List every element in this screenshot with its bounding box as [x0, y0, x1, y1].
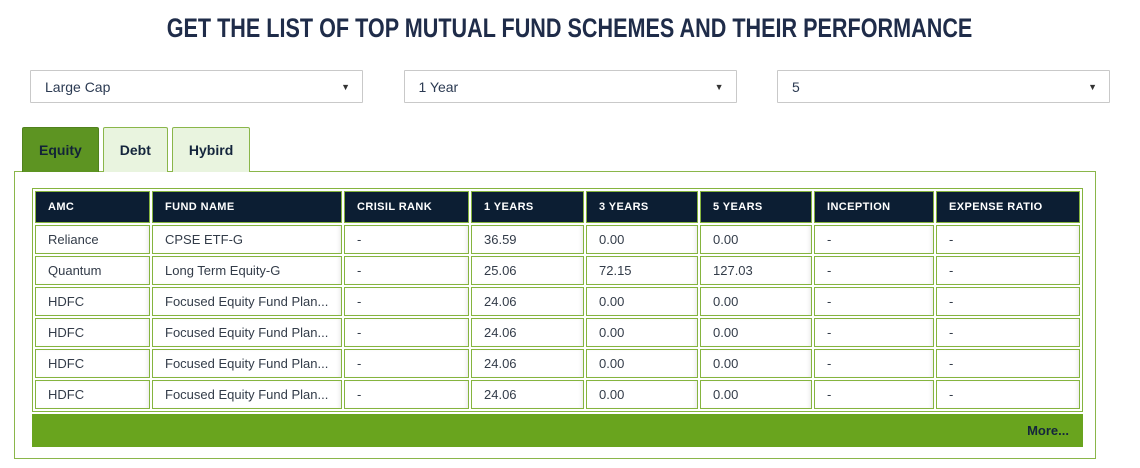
column-header: 5 YEARS — [700, 191, 812, 223]
table-row: HDFC Focused Equity Fund Plan... -24.06 0.0… — [35, 349, 1080, 378]
tab-equity[interactable]: Equity — [22, 127, 99, 172]
table-cell: 24.06 — [471, 380, 584, 409]
table-cell: 72.15 — [586, 256, 698, 285]
table-row: HDFC Focused Equity Fund Plan... -24.06 0.0… — [35, 287, 1080, 316]
table-cell: - — [344, 349, 469, 378]
table-cell: 25.06 — [471, 256, 584, 285]
chevron-down-icon: ▼ — [714, 81, 724, 92]
table-cell: - — [344, 287, 469, 316]
category-dropdown-value: Large Cap — [45, 78, 111, 95]
table-cell: HDFC — [35, 318, 150, 347]
table-cell: HDFC — [35, 349, 150, 378]
table-cell: 0.00 — [586, 287, 698, 316]
chevron-down-icon: ▼ — [341, 81, 350, 92]
fund-table: AMC FUND NAME CRISIL RANK 1 YEARS 3 YEARS 5 Y… — [32, 188, 1083, 412]
table-cell: Focused Equity Fund Plan... — [152, 349, 342, 378]
table-row: Quantum Long Term Equity-G -25.06 72.15 127.… — [35, 256, 1080, 285]
column-header: INCEPTION — [814, 191, 934, 223]
table-cell: 0.00 — [700, 380, 812, 409]
tab-debt[interactable]: Debt — [102, 127, 168, 172]
column-header: FUND NAME — [152, 191, 342, 223]
table-cell: HDFC — [35, 287, 150, 316]
table-cell: - — [814, 256, 934, 285]
table-cell: - — [344, 225, 469, 254]
table-cell: CPSE ETF-G — [152, 225, 342, 254]
table-cell: 0.00 — [700, 349, 812, 378]
table-cell: - — [814, 318, 934, 347]
fund-table-panel: AMC FUND NAME CRISIL RANK 1 YEARS 3 YEARS 5 Y… — [14, 171, 1096, 459]
table-row: Reliance CPSE ETF-G -36.59 0.00 0.00- - — [35, 225, 1080, 254]
table-cell: 0.00 — [586, 318, 698, 347]
count-dropdown-value: 5 — [792, 78, 800, 95]
more-link[interactable]: More... — [1027, 423, 1069, 438]
table-cell: - — [936, 287, 1080, 316]
table-cell: Focused Equity Fund Plan... — [152, 287, 342, 316]
table-cell: 24.06 — [471, 318, 584, 347]
table-cell: HDFC — [35, 380, 150, 409]
table-cell: - — [344, 380, 469, 409]
count-dropdown[interactable]: 5 ▼ — [777, 70, 1110, 103]
table-cell: 0.00 — [700, 287, 812, 316]
table-row: HDFC Focused Equity Fund Plan... -24.06 0.0… — [35, 318, 1080, 347]
table-cell: - — [936, 318, 1080, 347]
tab-hybird[interactable]: Hybird — [171, 127, 251, 172]
page-title: GET THE LIST OF TOP MUTUAL FUND SCHEMES … — [167, 13, 973, 43]
filter-bar: Large Cap ▼ 1 Year ▼ 5 ▼ — [30, 70, 1110, 103]
table-cell: Quantum — [35, 256, 150, 285]
table-cell: 36.59 — [471, 225, 584, 254]
column-header: 3 YEARS — [586, 191, 698, 223]
table-cell: 0.00 — [700, 225, 812, 254]
table-header-row: AMC FUND NAME CRISIL RANK 1 YEARS 3 YEARS 5 Y… — [35, 191, 1080, 223]
table-cell: - — [814, 287, 934, 316]
table-cell: - — [936, 380, 1080, 409]
table-cell: Long Term Equity-G — [152, 256, 342, 285]
table-cell: - — [936, 256, 1080, 285]
table-cell: - — [814, 225, 934, 254]
more-bar: More... — [32, 414, 1083, 447]
column-header: 1 YEARS — [471, 191, 584, 223]
table-cell: - — [344, 318, 469, 347]
table-cell: - — [814, 349, 934, 378]
table-cell: 24.06 — [471, 287, 584, 316]
table-cell: Reliance — [35, 225, 150, 254]
chevron-down-icon: ▼ — [1088, 81, 1097, 92]
period-dropdown[interactable]: 1 Year ▼ — [403, 70, 737, 103]
table-cell: 0.00 — [586, 349, 698, 378]
table-row: HDFC Focused Equity Fund Plan... -24.06 0.0… — [35, 380, 1080, 409]
table-cell: 127.03 — [700, 256, 812, 285]
page-title-container: GET THE LIST OF TOP MUTUAL FUND SCHEMES … — [0, 13, 1140, 45]
table-cell: 0.00 — [586, 225, 698, 254]
table-cell: 24.06 — [471, 349, 584, 378]
table-cell: Focused Equity Fund Plan... — [152, 318, 342, 347]
column-header: CRISIL RANK — [344, 191, 469, 223]
table-cell: 0.00 — [586, 380, 698, 409]
table-cell: 0.00 — [700, 318, 812, 347]
table-cell: - — [936, 349, 1080, 378]
period-dropdown-value: 1 Year — [418, 78, 459, 95]
table-cell: - — [344, 256, 469, 285]
table-cell: - — [936, 225, 1080, 254]
column-header: AMC — [35, 191, 150, 223]
category-dropdown[interactable]: Large Cap ▼ — [30, 70, 363, 103]
table-cell: Focused Equity Fund Plan... — [152, 380, 342, 409]
column-header: EXPENSE RATIO — [936, 191, 1080, 223]
category-tabs: Equity Debt Hybird — [22, 127, 1140, 172]
table-cell: - — [814, 380, 934, 409]
